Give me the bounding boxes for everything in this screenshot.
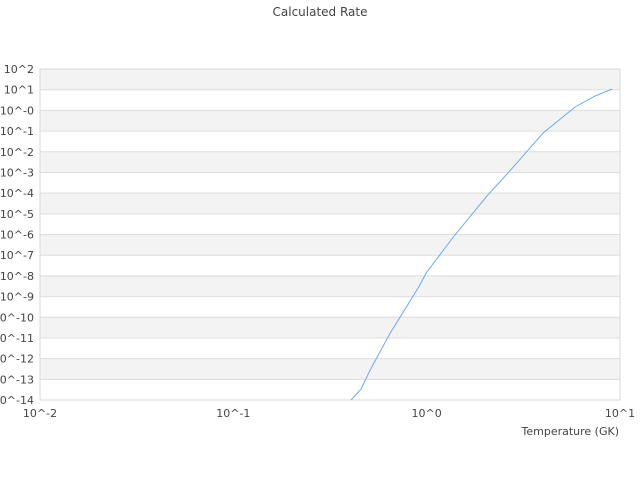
y-axis: 10^2 10^1 10^-0 10^-1 10^-2 10^-3 10^-4 10^-5 10…: [0, 63, 34, 407]
plot-bands: [40, 69, 620, 380]
x-tick-label: 10^1: [605, 407, 635, 420]
y-tick-label: 10^2: [4, 63, 34, 76]
series-line: [350, 88, 613, 401]
y-tick-label: 10^-4: [0, 187, 34, 200]
y-tick-label: 10^-1: [0, 125, 34, 138]
y-tick-label: 10^-7: [0, 249, 34, 262]
plot-frame: [39, 68, 621, 401]
plot-band: [40, 358, 620, 380]
x-axis: 10^-2 10^-1 10^0 10^1: [23, 407, 635, 420]
y-tick-label: 10^-5: [0, 208, 34, 221]
y-tick-label: 10^-8: [0, 270, 34, 283]
y-tick-label: 10^-2: [0, 146, 34, 159]
x-tick-label: 10^-2: [23, 407, 57, 420]
chart-title: Calculated Rate: [273, 5, 368, 19]
plot-band: [40, 234, 620, 256]
x-tick-label: 10^-1: [216, 407, 250, 420]
plot-band: [40, 110, 620, 132]
y-tick-label: 10^-9: [0, 291, 34, 304]
plot-band: [40, 69, 620, 90]
plot-band: [40, 151, 620, 173]
y-tick-label: 10^1: [4, 84, 34, 97]
plot-band: [40, 193, 620, 214]
plot-band: [40, 317, 620, 338]
x-axis-label: Temperature (GK): [521, 425, 620, 438]
y-tick-label: 10^-10: [0, 311, 34, 324]
y-tick-label: 10^-14: [0, 394, 34, 407]
y-tick-label: 10^-3: [0, 166, 34, 179]
y-tick-label: 10^-0: [0, 104, 34, 117]
y-tick-label: 10^-6: [0, 229, 34, 242]
y-tick-label: 10^-11: [0, 332, 34, 345]
x-tick-label: 10^0: [412, 407, 442, 420]
plot-band: [40, 275, 620, 297]
y-tick-label: 10^-13: [0, 373, 34, 386]
y-tick-label: 10^-12: [0, 353, 34, 366]
